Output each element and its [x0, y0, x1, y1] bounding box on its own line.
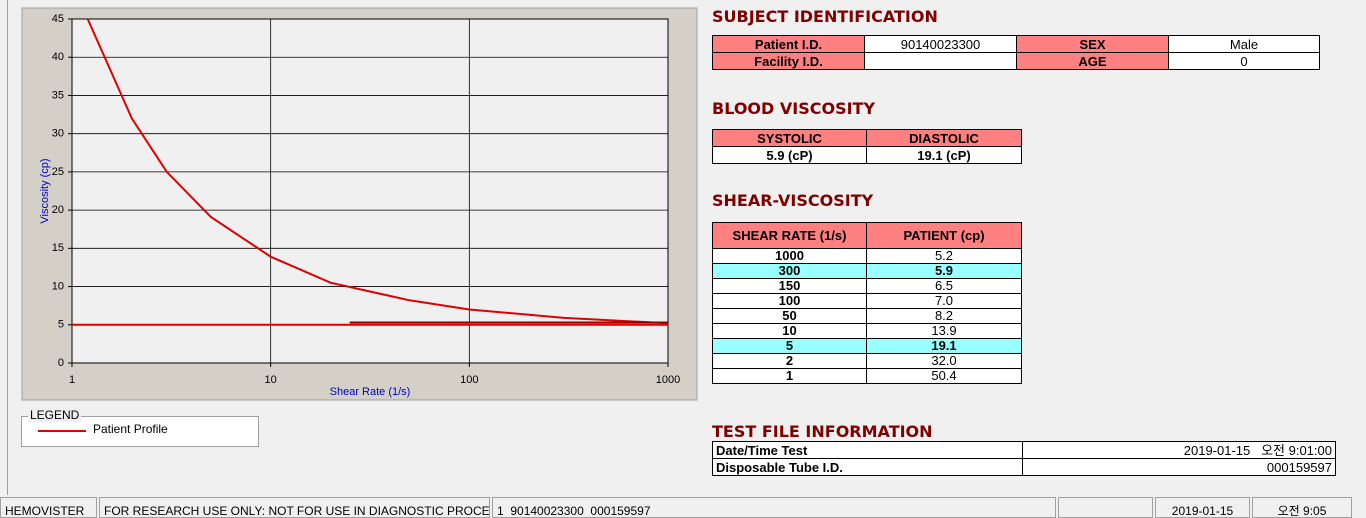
legend: LEGEND Patient Profile — [21, 408, 259, 447]
label: Disposable Tube I.D. — [712, 458, 1023, 476]
y-tick-label: 0 — [58, 357, 64, 369]
status-cell — [1058, 497, 1153, 518]
viscosity: 7.0 — [866, 293, 1022, 309]
viscosity: 5.9 — [866, 263, 1022, 279]
status-cell: 오전 9:05 — [1252, 497, 1352, 518]
shear-rate: 5 — [712, 338, 867, 354]
viscosity: 6.5 — [866, 278, 1022, 294]
y-tick-label: 25 — [52, 166, 64, 178]
shear-row: 5 19.1 — [712, 338, 1022, 354]
chart: Shear Rate (1/s) Viscosity (cp) 0 5 10 15 20… — [21, 7, 698, 401]
shear-rate: 300 — [712, 263, 867, 279]
value: 5.9 (cP) — [712, 146, 867, 164]
shear-row: 2 32.0 — [712, 353, 1022, 369]
shear-rate: 1000 — [712, 248, 867, 264]
x-axis-label: Shear Rate (1/s) — [330, 386, 411, 398]
y-axis-label: Viscosity (cp) — [39, 158, 51, 223]
shear-rate: 2 — [712, 353, 867, 369]
viscosity: 5.2 — [866, 248, 1022, 264]
shear-rate: 1 — [712, 368, 867, 384]
legend-swatch — [38, 430, 86, 432]
y-tick-label: 20 — [52, 204, 64, 216]
header: SHEAR RATE (1/s) — [712, 222, 867, 249]
y-tick-label: 45 — [52, 13, 64, 25]
shear-row: 150 6.5 — [712, 278, 1022, 294]
y-tick-label: 15 — [52, 242, 64, 254]
series-line — [86, 18, 669, 325]
x-tick-label: 100 — [460, 374, 478, 386]
shear-table: SHEAR RATE (1/s) PATIENT (cp) 1000 5.2 300 5… — [712, 222, 1022, 384]
legend-label: Patient Profile — [93, 422, 168, 436]
status-cell: FOR RESEARCH USE ONLY: NOT FOR USE IN DI… — [99, 497, 490, 518]
y-tick-label: 35 — [52, 89, 64, 101]
frame-edge — [7, 0, 8, 495]
value: Male — [1168, 35, 1320, 53]
shear-row: 1 50.4 — [712, 368, 1022, 384]
status-cell: HEMOVISTER — [0, 497, 97, 518]
viscosity: 32.0 — [866, 353, 1022, 369]
section-title: SHEAR-VISCOSITY — [712, 191, 874, 210]
header: PATIENT (cp) — [866, 222, 1022, 249]
shear-row: 100 7.0 — [712, 293, 1022, 309]
label: SEX — [1016, 35, 1169, 53]
x-tick-label: 1 — [69, 374, 75, 386]
shear-row: 1000 5.2 — [712, 248, 1022, 264]
label: Date/Time Test — [712, 441, 1023, 459]
subject-table: Patient I.D. 90140023300 SEX Male Facility … — [712, 35, 1320, 70]
section-title: SUBJECT IDENTIFICATION — [712, 7, 938, 26]
value: 90140023300 — [864, 35, 1017, 53]
value: 0 — [1168, 52, 1320, 70]
viscosity: 8.2 — [866, 308, 1022, 324]
y-tick-label: 40 — [52, 51, 64, 63]
section-title: BLOOD VISCOSITY — [712, 99, 876, 118]
value: 19.1 (cP) — [866, 146, 1022, 164]
shear-rate: 10 — [712, 323, 867, 339]
y-tick-label: 30 — [52, 128, 64, 140]
header: SYSTOLIC — [712, 129, 867, 147]
shear-row: 50 8.2 — [712, 308, 1022, 324]
viscosity: 19.1 — [866, 338, 1022, 354]
viscosity: 50.4 — [866, 368, 1022, 384]
shear-rate: 100 — [712, 293, 867, 309]
shear-row: 10 13.9 — [712, 323, 1022, 339]
header: DIASTOLIC — [866, 129, 1022, 147]
legend-title: LEGEND — [28, 408, 82, 422]
x-tick-label: 10 — [265, 374, 277, 386]
test-file-table: Date/Time Test 2019-01-15 오전 9:01:00 Disp… — [712, 441, 1336, 476]
label: AGE — [1016, 52, 1169, 70]
section-title: TEST FILE INFORMATION — [712, 422, 933, 441]
viscosity: 13.9 — [866, 323, 1022, 339]
shear-rate: 50 — [712, 308, 867, 324]
label: Patient I.D. — [712, 35, 865, 53]
label: Facility I.D. — [712, 52, 865, 70]
shear-rate: 150 — [712, 278, 867, 294]
y-tick-label: 5 — [58, 319, 64, 331]
y-tick-label: 10 — [52, 280, 64, 292]
value — [864, 52, 1017, 70]
value: 000159597 — [1022, 458, 1336, 476]
value: 2019-01-15 오전 9:01:00 — [1022, 441, 1336, 459]
status-cell: 2019-01-15 — [1155, 497, 1250, 518]
x-tick-label: 1000 — [656, 374, 680, 386]
status-cell: 1 90140023300 000159597 — [492, 497, 1056, 518]
plot-area — [71, 18, 669, 364]
blood-table: SYSTOLIC DIASTOLIC 5.9 (cP) 19.1 (cP) — [712, 129, 1022, 164]
shear-row: 300 5.9 — [712, 263, 1022, 279]
